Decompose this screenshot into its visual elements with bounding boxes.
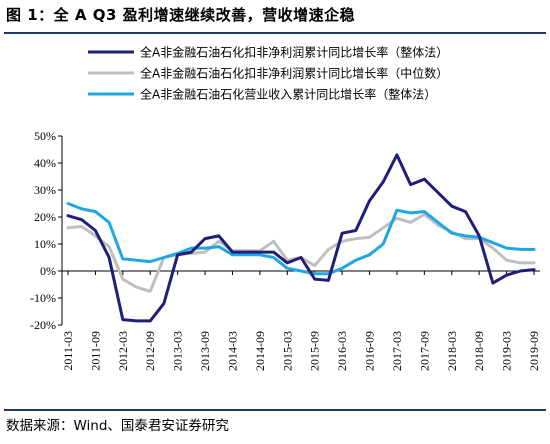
x-tick-label: 2014-09 bbox=[253, 331, 267, 371]
x-tick-label: 2013-03 bbox=[171, 331, 185, 371]
chart-series bbox=[66, 153, 536, 323]
x-tick-label: 2016-03 bbox=[335, 331, 349, 371]
series-line-3 bbox=[66, 202, 536, 276]
legend-label-1: 全A非金融石油石化扣非净利润累计同比增长率（整体法） bbox=[140, 45, 448, 60]
series-line-2 bbox=[66, 212, 536, 293]
source-rule bbox=[4, 409, 546, 411]
y-tick-label: -20% bbox=[30, 318, 56, 332]
y-tick-label: 10% bbox=[34, 237, 56, 251]
x-tick-label: 2012-09 bbox=[143, 331, 157, 371]
y-tick-label: 50% bbox=[34, 129, 56, 143]
chart-legend: 全A非金融石油石化扣非净利润累计同比增长率（整体法） 全A非金融石油石化扣非净利润… bbox=[88, 45, 448, 102]
title-rule bbox=[4, 32, 546, 34]
y-tick-label: 40% bbox=[34, 156, 56, 170]
chart-axes: 50% 40% 30% 20% 10% 0% -10% -20% 2011-03 2011-09 2… bbox=[30, 129, 541, 371]
x-tick-label: 2017-09 bbox=[417, 331, 431, 371]
x-tick-label: 2015-09 bbox=[308, 331, 322, 371]
x-tick-label: 2012-03 bbox=[116, 331, 130, 371]
x-tick-label: 2015-03 bbox=[280, 331, 294, 371]
source-note: 数据来源：Wind、国泰君安证券研究 bbox=[6, 418, 229, 434]
series-line-1 bbox=[66, 153, 536, 323]
x-tick-label: 2017-03 bbox=[390, 331, 404, 371]
x-tick-label: 2019-09 bbox=[527, 331, 541, 371]
y-tick-label: 0% bbox=[40, 264, 56, 278]
legend-label-2: 全A非金融石油石化扣非净利润累计同比增长率（中位数） bbox=[140, 66, 448, 81]
y-tick-label: 20% bbox=[34, 210, 56, 224]
figure-title: 图 1：全 A Q3 盈利增速继续改善，营收增速企稳 bbox=[6, 6, 356, 24]
x-tick-label: 2018-09 bbox=[472, 331, 486, 371]
legend-label-3: 全A非金融石油石化营业收入累计同比增长率（整体法） bbox=[140, 87, 436, 102]
x-tick-label: 2011-09 bbox=[88, 331, 102, 371]
x-tick-label: 2019-03 bbox=[500, 331, 514, 371]
y-tick-label: 30% bbox=[34, 183, 56, 197]
x-tick-label: 2013-09 bbox=[198, 331, 212, 371]
y-tick-label: -10% bbox=[30, 291, 56, 305]
x-tick-label: 2016-09 bbox=[363, 331, 377, 371]
x-tick-label: 2011-03 bbox=[61, 331, 75, 371]
x-tick-label: 2014-03 bbox=[225, 331, 239, 371]
x-tick-label: 2018-03 bbox=[445, 331, 459, 371]
